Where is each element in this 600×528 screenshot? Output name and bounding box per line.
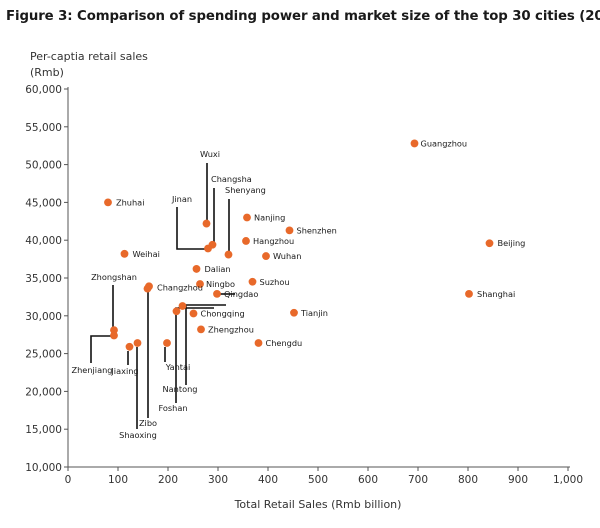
data-point [178,302,187,310]
data-point [197,325,205,334]
data-point [133,339,142,347]
data-point [485,239,494,248]
x-tick-label: 900 [508,474,528,486]
x-tick-label: 800 [458,474,478,486]
data-point [248,277,257,286]
x-tick-label: 500 [308,474,328,486]
city-label: Changsha [211,174,252,184]
y-axis-label: Per-captia retail sales (Rmb) [30,49,148,81]
city-label: Zhenjiang [72,365,113,375]
data-point [254,339,263,347]
data-point [410,139,419,148]
data-point [163,339,171,347]
x-tick-label: 400 [258,474,278,486]
city-label: Nantong [163,384,198,394]
y-tick-label: 30,000 [25,311,62,323]
data-point [120,249,129,258]
y-tick-label: 45,000 [25,197,62,209]
data-point [242,237,250,245]
y-axis-label-line-1: Per-captia retail sales [30,50,148,63]
city-label: Dalian [205,264,231,274]
city-label: Shanghai [477,289,515,299]
x-axis-label-row: Total Retail Sales (Rmb billion) [0,498,600,511]
city-label: Yantai [165,362,191,372]
data-point [196,280,204,288]
data-point [243,213,251,222]
city-label: Zibo [139,418,157,428]
city-label: Chongqing [201,309,245,319]
city-label: Foshan [158,403,187,413]
city-label: Suzhou [260,277,290,287]
data-point [110,331,118,340]
city-label: Shenzhen [297,225,337,235]
city-label: Jiaxing [110,366,138,376]
city-label: Qingdao [224,289,258,299]
x-tick-label: 700 [408,474,428,486]
city-label: Beijing [498,238,526,248]
city-label: Shaoxing [119,430,157,440]
data-point [204,244,212,253]
city-label: Zhongshan [91,272,137,282]
x-tick-label: 600 [358,474,378,486]
y-tick-label: 50,000 [25,160,62,172]
data-point [290,308,298,317]
data-point [125,342,134,351]
data-point [224,250,233,259]
city-label: Changzhou [157,282,203,292]
city-label: Weihai [133,249,160,259]
x-tick-label: 0 [65,474,72,486]
chart-title: Figure 3: Comparison of spending power a… [6,9,600,24]
city-label: Chengdu [266,338,303,348]
leader-line [176,207,207,250]
city-label: Zhuhai [116,197,144,207]
data-point [262,252,270,260]
y-tick-label: 60,000 [25,84,62,96]
city-label: Zhengzhou [208,324,254,334]
data-point [143,284,152,293]
data-point [192,265,201,273]
city-label: Tianjin [300,308,328,318]
x-tick-label: 200 [158,474,178,486]
data-point [213,289,221,298]
data-point [465,289,473,298]
leader-line [90,335,111,363]
data-point [189,309,198,318]
city-label: Jinan [171,194,192,204]
y-tick-label: 55,000 [25,122,62,134]
y-tick-label: 35,000 [25,273,62,285]
city-label: Wuxi [200,149,220,159]
city-label: Nanjing [254,213,285,223]
city-label: Shenyang [225,185,266,195]
city-label: Guangzhou [421,138,468,148]
y-tick-label: 10,000 [25,462,62,474]
data-point [285,226,294,235]
x-axis-label: Total Retail Sales (Rmb billion) [234,498,402,511]
y-tick-label: 25,000 [25,349,62,361]
city-label: Ningbo [206,279,235,289]
y-tick-label: 15,000 [25,424,62,436]
city-label: Hangzhou [253,236,294,246]
city-label: Wuhan [273,251,301,261]
y-tick-label: 40,000 [25,235,62,247]
data-point [202,219,211,228]
data-point [104,198,112,207]
y-tick-label: 20,000 [25,386,62,398]
x-tick-label: 300 [208,474,228,486]
data-point [172,307,181,316]
y-axis-label-line-2: (Rmb) [30,66,64,79]
x-tick-label: 100 [108,474,128,486]
x-tick-label: 1,000 [553,474,583,486]
